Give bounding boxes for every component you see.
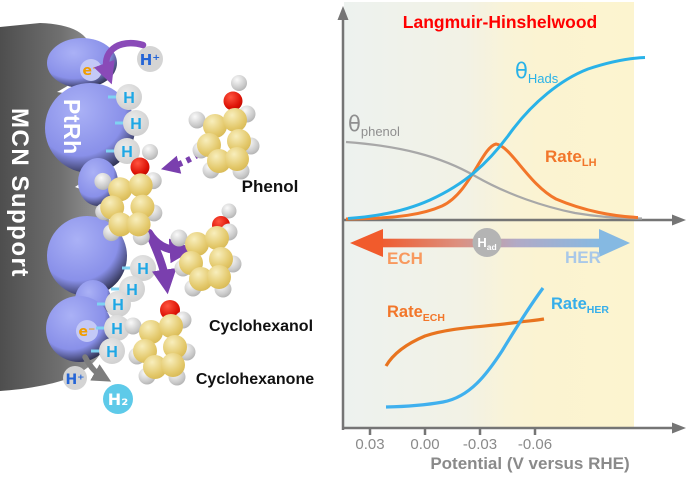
h-adatom: H bbox=[115, 110, 149, 136]
h-adatoms: H H H H H H H H bbox=[91, 84, 156, 364]
h-adatom: H bbox=[97, 291, 131, 317]
had-label: Had bbox=[477, 235, 496, 252]
svg-text:H: H bbox=[123, 90, 135, 107]
electron-badge: e⁻ bbox=[80, 59, 102, 81]
theta-phenol-curve bbox=[345, 140, 643, 220]
svg-text:H⁺: H⁺ bbox=[140, 51, 160, 69]
top-x-axis-arrowhead bbox=[672, 214, 686, 226]
rate-lh-curve bbox=[345, 142, 639, 221]
x-tick-label: 0.03 bbox=[355, 436, 384, 453]
proton-badge: H⁺ bbox=[63, 366, 87, 390]
hydrogenation-split-arrow bbox=[145, 229, 195, 295]
rate-lh-label: RateLH bbox=[545, 147, 597, 169]
oxygen-sphere bbox=[223, 91, 243, 111]
theta-phenol-label: θphenol bbox=[348, 112, 400, 139]
x-tick-label: -0.06 bbox=[518, 436, 552, 453]
cyclohexanone-molecule bbox=[124, 300, 196, 386]
h-adatom: H bbox=[96, 315, 130, 341]
phenol-molecule bbox=[188, 75, 260, 180]
x-tick-labels: 0.03 0.00 -0.03 -0.06 bbox=[355, 436, 552, 453]
phenol-label: Phenol bbox=[242, 177, 299, 196]
rate-ech-curve bbox=[384, 317, 545, 367]
svg-text:H: H bbox=[106, 344, 118, 361]
x-axis-title: Potential (V versus RHE) bbox=[430, 454, 629, 473]
kinetics-panel: 0.03 0.00 -0.03 -0.06 Potential (V versu… bbox=[337, 2, 686, 473]
svg-text:H: H bbox=[121, 144, 133, 161]
ech-her-arrow: Had ECH HER bbox=[350, 228, 630, 268]
svg-text:H⁺: H⁺ bbox=[65, 372, 84, 388]
svg-text:H: H bbox=[112, 297, 124, 314]
x-tick-label: -0.03 bbox=[463, 436, 497, 453]
bottom-x-axis bbox=[343, 426, 675, 435]
ech-arrowhead bbox=[350, 229, 383, 257]
svg-text:H: H bbox=[137, 261, 149, 278]
ech-label: ECH bbox=[387, 249, 423, 268]
proton-icon bbox=[63, 366, 87, 390]
h-adatom: H bbox=[108, 84, 142, 110]
proton-transfer-arrow bbox=[93, 40, 147, 85]
proton-icon bbox=[137, 46, 163, 72]
had-badge bbox=[472, 228, 502, 257]
svg-text:H: H bbox=[111, 321, 123, 338]
her-label: HER bbox=[565, 248, 601, 267]
mcn-support-label: MCN Support bbox=[6, 108, 33, 278]
cyclohexanol-molecule bbox=[170, 203, 242, 298]
bottom-x-axis-arrowhead bbox=[672, 422, 686, 434]
theta-hads-curve bbox=[347, 56, 646, 220]
y-axis-arrowhead bbox=[337, 6, 349, 20]
cyclohexanone-label: Cyclohexanone bbox=[196, 371, 314, 388]
svg-text:e⁻: e⁻ bbox=[83, 63, 100, 79]
rate-her-label: RateHER bbox=[551, 295, 609, 316]
adsorbed-phenol-molecule bbox=[88, 144, 167, 248]
mechanism-schematic: MCN Support PtRh e⁻ e⁻ H H H H H H H H H… bbox=[0, 23, 314, 414]
rate-ech-label: RateECH bbox=[387, 303, 445, 324]
h2-icon bbox=[103, 384, 133, 414]
x-tick-label: 0.00 bbox=[410, 436, 439, 453]
electron-badge: e⁻ bbox=[76, 320, 98, 342]
cyclohexanol-label: Cyclohexanol bbox=[209, 318, 313, 335]
svg-text:H: H bbox=[126, 282, 138, 299]
oxygen-sphere bbox=[130, 157, 150, 177]
proton-badge: H⁺ bbox=[137, 46, 163, 72]
her-arrowhead bbox=[599, 229, 630, 257]
rate-her-curve bbox=[385, 287, 545, 409]
h-adatom: H bbox=[106, 138, 140, 164]
svg-text:H₂: H₂ bbox=[108, 390, 128, 409]
electron-icon bbox=[76, 320, 98, 342]
h2-evolution-arrow bbox=[82, 354, 112, 382]
h-adatom: H bbox=[91, 338, 125, 364]
svg-text:H: H bbox=[130, 116, 142, 133]
svg-text:e⁻: e⁻ bbox=[79, 324, 96, 340]
h2-badge: H₂ bbox=[103, 384, 133, 414]
h-adatom: H bbox=[122, 255, 156, 281]
chart-title: Langmuir-Hinshelwood bbox=[403, 12, 597, 32]
theta-hads-label: θHads bbox=[515, 59, 559, 86]
ptrh-label: PtRh bbox=[59, 99, 85, 155]
